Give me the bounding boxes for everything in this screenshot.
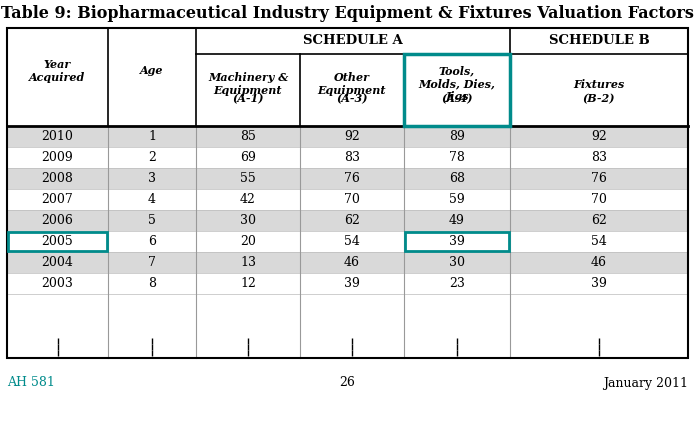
Text: 30: 30 [240, 214, 256, 227]
Text: 39: 39 [449, 235, 465, 248]
Text: 54: 54 [591, 235, 607, 248]
Text: Fixtures: Fixtures [573, 78, 625, 89]
Text: 55: 55 [240, 172, 256, 185]
Text: 2009: 2009 [42, 151, 74, 164]
Text: 6: 6 [148, 235, 156, 248]
Text: 83: 83 [344, 151, 360, 164]
Text: Year
Acquired: Year Acquired [29, 59, 85, 83]
Text: 2005: 2005 [42, 235, 74, 248]
Text: 5: 5 [148, 214, 156, 227]
Text: 2010: 2010 [42, 130, 74, 143]
Bar [7, 28, 688, 358]
Text: 46: 46 [344, 256, 360, 269]
Bar [7, 210, 688, 231]
Text: 2: 2 [148, 151, 156, 164]
Text: 92: 92 [591, 130, 607, 143]
Text: January 2011: January 2011 [603, 377, 688, 390]
Text: 62: 62 [344, 214, 360, 227]
Bar [7, 126, 688, 147]
Text: 3: 3 [148, 172, 156, 185]
Text: Other
Equipment: Other Equipment [318, 72, 386, 96]
Text: 78: 78 [449, 151, 465, 164]
Text: 70: 70 [344, 193, 360, 206]
Text: SCHEDULE B: SCHEDULE B [548, 34, 649, 47]
Text: 76: 76 [344, 172, 360, 185]
Text: AH 581: AH 581 [7, 377, 55, 390]
Text: 46: 46 [591, 256, 607, 269]
Text: 49: 49 [449, 214, 465, 227]
Bar [7, 189, 688, 210]
Text: 2003: 2003 [42, 277, 74, 290]
Text: 12: 12 [240, 277, 256, 290]
Text: 70: 70 [591, 193, 607, 206]
Text: 39: 39 [591, 277, 607, 290]
Text: 42: 42 [240, 193, 256, 206]
Text: (A-1): (A-1) [232, 94, 263, 104]
Text: Table 9: Biopharmaceutical Industry Equipment & Fixtures Valuation Factors: Table 9: Biopharmaceutical Industry Equi… [1, 5, 694, 22]
Bar [7, 273, 688, 294]
Text: 4: 4 [148, 193, 156, 206]
Text: 7: 7 [148, 256, 156, 269]
Text: 89: 89 [449, 130, 465, 143]
Bar [7, 168, 688, 189]
Bar [8, 232, 107, 251]
Text: 1: 1 [148, 130, 156, 143]
Text: (A-3): (A-3) [336, 94, 368, 104]
Text: Tools,
Molds, Dies,
Jigs: Tools, Molds, Dies, Jigs [418, 66, 496, 102]
Text: 8: 8 [148, 277, 156, 290]
Text: 2006: 2006 [42, 214, 74, 227]
Bar [7, 147, 688, 168]
Text: 85: 85 [240, 130, 256, 143]
Text: 69: 69 [240, 151, 256, 164]
Bar [7, 231, 688, 252]
Text: SCHEDULE A: SCHEDULE A [303, 34, 403, 47]
Text: 59: 59 [449, 193, 465, 206]
Bar [405, 232, 509, 251]
Text: 83: 83 [591, 151, 607, 164]
Text: 2008: 2008 [42, 172, 74, 185]
Bar [404, 54, 510, 126]
Bar [7, 252, 688, 273]
Text: Machinery &
Equipment: Machinery & Equipment [208, 72, 288, 96]
Text: 2004: 2004 [42, 256, 74, 269]
Text: 39: 39 [344, 277, 360, 290]
Text: 13: 13 [240, 256, 256, 269]
Text: 76: 76 [591, 172, 607, 185]
Text: 26: 26 [340, 377, 355, 390]
Text: 92: 92 [344, 130, 360, 143]
Text: (B-2): (B-2) [582, 94, 615, 104]
Text: 68: 68 [449, 172, 465, 185]
Text: 23: 23 [449, 277, 465, 290]
Text: 20: 20 [240, 235, 256, 248]
Text: (A-4): (A-4) [441, 94, 473, 104]
Text: 62: 62 [591, 214, 607, 227]
Text: 54: 54 [344, 235, 360, 248]
Text: Age: Age [140, 65, 164, 76]
Text: 2007: 2007 [42, 193, 74, 206]
Text: 30: 30 [449, 256, 465, 269]
